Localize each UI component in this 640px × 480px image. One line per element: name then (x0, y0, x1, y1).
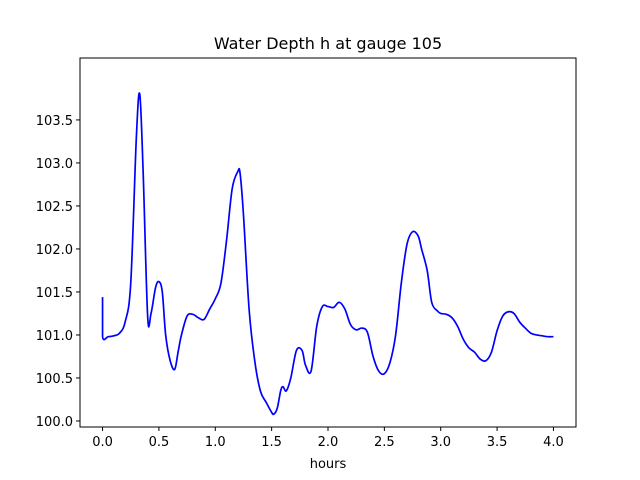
y-tick-label: 101.5 (36, 286, 73, 301)
x-tick-label: 0.0 (92, 435, 113, 450)
y-tick-label: 100.0 (36, 415, 73, 430)
y-tick-label: 103.0 (36, 157, 73, 172)
x-axis-label: hours (310, 457, 347, 472)
x-tick-label: 2.0 (318, 435, 339, 450)
x-tick-label: 1.5 (261, 435, 282, 450)
y-tick-label: 100.5 (36, 372, 73, 387)
x-axis: 0.0 0.5 1.0 1.5 2.0 2.5 3.0 3.5 4.0 (92, 427, 564, 450)
x-tick-label: 4.0 (543, 435, 564, 450)
plot-area (101, 92, 554, 416)
x-tick-label: 3.5 (487, 435, 508, 450)
series-line-0 (101, 92, 554, 416)
x-tick-label: 3.0 (430, 435, 451, 450)
y-tick-label: 102.0 (36, 243, 73, 258)
x-tick-label: 1.0 (205, 435, 226, 450)
y-tick-label: 102.5 (36, 200, 73, 215)
x-tick-label: 0.5 (149, 435, 170, 450)
y-tick-label: 101.0 (36, 329, 73, 344)
y-tick-label: 103.5 (36, 114, 73, 129)
x-tick-label: 2.5 (374, 435, 395, 450)
chart-title: Water Depth h at gauge 105 (214, 34, 442, 53)
y-axis: 100.0 100.5 101.0 101.5 102.0 102.5 103.0 103.5 (36, 114, 80, 430)
